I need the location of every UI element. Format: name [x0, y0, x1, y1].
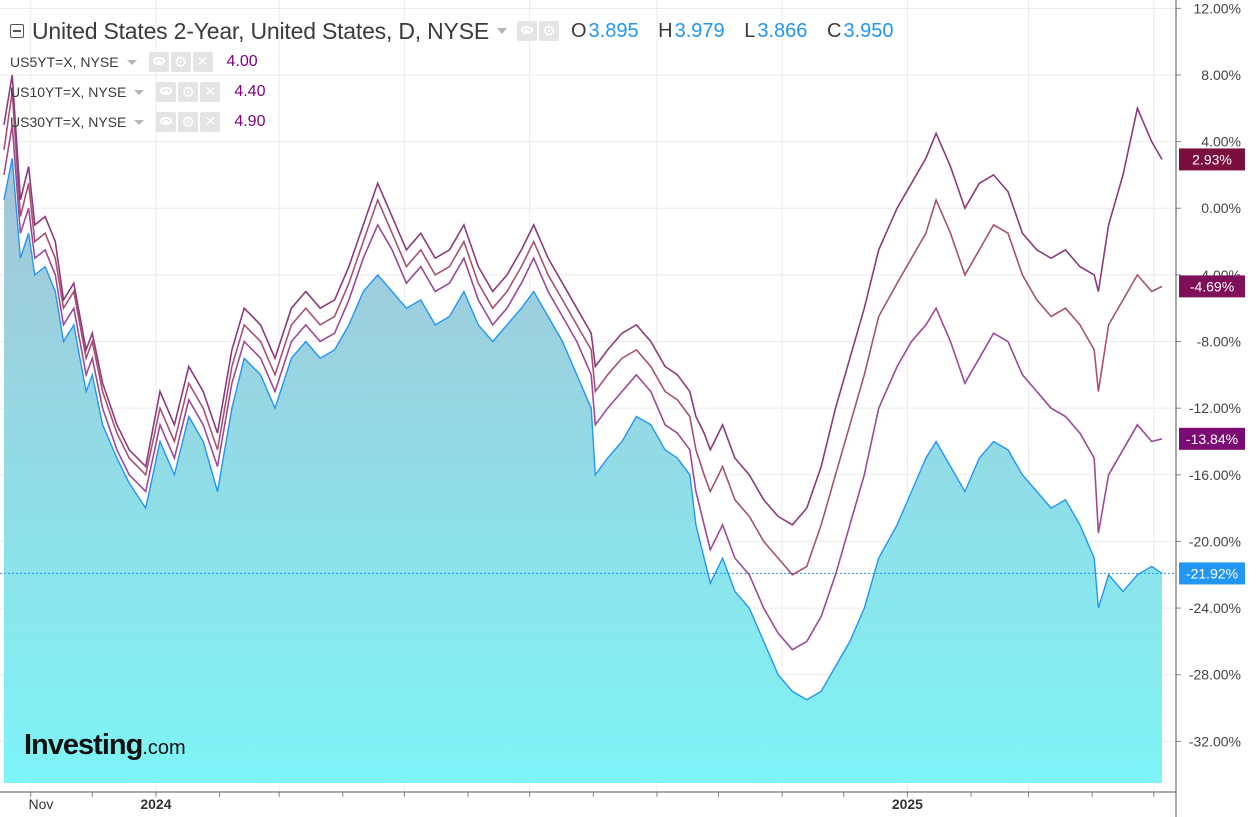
compare-legend-us30y: US30YT=X, NYSE 4.90	[10, 110, 265, 134]
main-series-legend: United States 2-Year, United States, D, …	[10, 14, 908, 48]
close-icon[interactable]	[200, 112, 221, 132]
y-tick-label: -32.00%	[1189, 733, 1241, 749]
logo-brand: Investing	[24, 729, 143, 761]
y-tick-label: 0.00%	[1201, 200, 1241, 216]
y-tick-label: -28.00%	[1189, 667, 1241, 683]
last-value-badge-us2y	[1179, 562, 1245, 585]
main-series-title[interactable]: United States 2-Year, United States, D, …	[32, 17, 489, 44]
ohlc-low-key: L	[744, 19, 756, 42]
y-tick-label: -12.00%	[1189, 400, 1241, 416]
y-tick-label: -24.00%	[1189, 600, 1241, 616]
compare-symbol-label[interactable]: US5YT=X, NYSE	[10, 54, 119, 70]
eye-icon[interactable]	[516, 21, 537, 41]
line-us2y	[3, 158, 1163, 701]
last-value-label-us10y: -4.69%	[1190, 278, 1234, 294]
ohlc-close-value: 3.950	[843, 19, 894, 42]
eye-icon[interactable]	[156, 82, 177, 102]
gear-icon[interactable]	[170, 52, 191, 72]
series-lines-layer	[0, 74, 1176, 651]
chevron-down-icon[interactable]	[134, 89, 145, 95]
x-tick-label: 2024	[140, 796, 171, 812]
gear-icon[interactable]	[178, 112, 199, 132]
eye-icon[interactable]	[156, 112, 177, 132]
chevron-down-icon[interactable]	[126, 59, 137, 65]
investing-logo: Investing.com	[24, 729, 186, 762]
y-tick-label: 12.00%	[1194, 0, 1241, 16]
compare-value: 4.40	[234, 83, 266, 100]
last-value-label-us5y: -13.84%	[1186, 431, 1238, 447]
compare-value: 4.00	[226, 53, 258, 70]
ohlc-high-key: H	[658, 19, 673, 42]
logo-suffix: .com	[142, 737, 186, 759]
ohlc-high-value: 3.979	[674, 19, 725, 42]
area-us2y	[4, 158, 1162, 784]
x-tick-label: Nov	[29, 796, 54, 812]
y-tick-label: -8.00%	[1197, 334, 1241, 350]
chevron-down-icon[interactable]	[134, 119, 145, 125]
line-us10y	[3, 91, 1163, 576]
price-axis[interactable]: 12.00%8.00%4.00%0.00%-4.00%-8.00%-12.00%…	[1175, 0, 1241, 817]
y-tick-label: -20.00%	[1189, 533, 1241, 549]
last-value-badge-us10y	[1179, 275, 1245, 298]
close-icon[interactable]	[192, 52, 213, 72]
last-value-label-us2y: -21.92%	[1186, 565, 1238, 581]
ohlc-open-key: O	[570, 19, 587, 42]
last-value-badges: -21.92% -13.84% -4.69% 2.93%	[1179, 148, 1245, 585]
compare-legend-us10y: US10YT=X, NYSE 4.40	[10, 80, 265, 104]
compare-value: 4.90	[234, 113, 266, 130]
eye-icon[interactable]	[148, 52, 169, 72]
line-us5y	[3, 124, 1163, 651]
last-value-badge-us5y	[1179, 427, 1245, 450]
last-value-label-us30y: 2.93%	[1192, 151, 1232, 167]
chevron-down-icon[interactable]	[496, 28, 507, 34]
x-tick-label: 2025	[892, 796, 923, 812]
time-axis[interactable]: Nov 2024 2025	[0, 791, 1176, 812]
close-icon[interactable]	[200, 82, 221, 102]
ohlc-open-value: 3.895	[588, 19, 639, 42]
y-tick-label: 8.00%	[1201, 67, 1241, 83]
ohlc-low-value: 3.866	[757, 19, 808, 42]
compare-symbol-label[interactable]: US10YT=X, NYSE	[10, 84, 127, 100]
y-tick-label: 4.00%	[1201, 134, 1241, 150]
y-tick-label: -16.00%	[1189, 467, 1241, 483]
gear-icon[interactable]	[538, 21, 559, 41]
ohlc-close-key: C	[827, 19, 842, 42]
area-fill-layer	[3, 158, 1163, 784]
line-us30y	[3, 74, 1163, 526]
compare-legend-us5y: US5YT=X, NYSE 4.00	[10, 50, 258, 74]
ohlc-values: O 3.895 H 3.979 L 3.866 C 3.950	[571, 20, 908, 43]
collapse-legend-icon[interactable]	[10, 24, 24, 38]
last-value-badge-us30y	[1179, 148, 1245, 171]
compare-symbol-label[interactable]: US30YT=X, NYSE	[10, 114, 127, 130]
gear-icon[interactable]	[178, 82, 199, 102]
